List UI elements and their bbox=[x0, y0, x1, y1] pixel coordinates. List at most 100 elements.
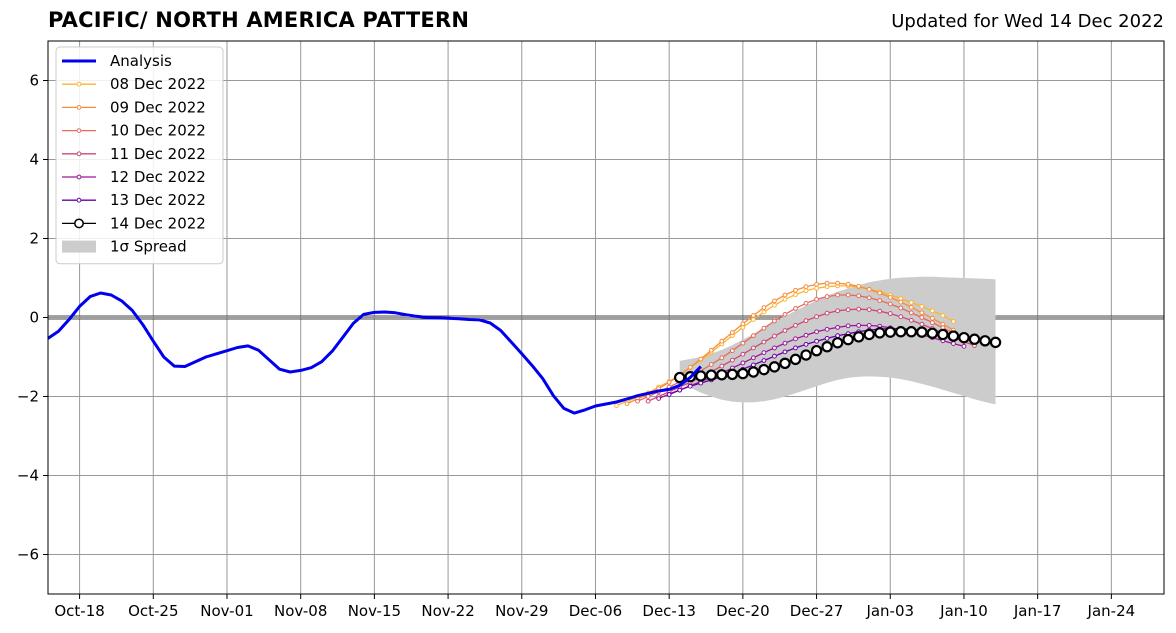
series-point bbox=[782, 349, 788, 355]
series-point bbox=[929, 320, 935, 326]
series-point bbox=[947, 330, 960, 342]
series-point bbox=[951, 341, 956, 346]
legend-box bbox=[55, 46, 224, 265]
x-tick-label: Nov-01 bbox=[200, 602, 253, 620]
series-point bbox=[803, 288, 809, 294]
series-point bbox=[919, 304, 925, 309]
series-point bbox=[740, 360, 746, 366]
series-point bbox=[687, 383, 693, 389]
series-point bbox=[614, 403, 619, 408]
series-point bbox=[919, 315, 925, 320]
series-point bbox=[793, 292, 798, 297]
series-point bbox=[856, 283, 862, 289]
series-point bbox=[740, 321, 746, 327]
x-tick-label: Jan-10 bbox=[939, 602, 988, 620]
series-point bbox=[814, 281, 819, 287]
grid-lines bbox=[48, 41, 1164, 594]
series-point bbox=[968, 333, 981, 345]
legend-label: 12 Dec 2022 bbox=[110, 168, 206, 186]
legend-label: Analysis bbox=[110, 52, 172, 70]
series-point bbox=[866, 307, 872, 313]
series-point bbox=[761, 350, 767, 356]
series-point bbox=[845, 281, 851, 287]
legend-item: 14 Dec 2022 bbox=[62, 214, 206, 232]
legend-item: 08 Dec 2022 bbox=[62, 75, 206, 93]
series-point bbox=[695, 370, 707, 382]
series-point bbox=[673, 371, 686, 384]
series-point bbox=[908, 304, 914, 310]
series-point bbox=[824, 280, 830, 286]
series-point bbox=[979, 335, 991, 347]
series-point bbox=[750, 345, 756, 351]
analysis-series-group bbox=[47, 291, 702, 415]
series-point bbox=[824, 326, 830, 332]
legend-item: 09 Dec 2022 bbox=[62, 98, 206, 116]
series-point bbox=[761, 309, 767, 315]
legend-marker bbox=[76, 174, 82, 180]
series-point bbox=[821, 341, 833, 353]
series-point bbox=[908, 310, 914, 316]
series-point bbox=[929, 315, 935, 321]
series-point bbox=[905, 326, 918, 338]
legend-marker bbox=[76, 151, 82, 157]
series-point bbox=[761, 358, 767, 363]
series-point bbox=[803, 332, 809, 338]
series-point bbox=[919, 310, 925, 316]
legend-label: 11 Dec 2022 bbox=[110, 145, 206, 163]
legend-item: 12 Dec 2022 bbox=[62, 168, 206, 186]
series-point bbox=[750, 317, 756, 322]
series-point bbox=[782, 296, 788, 302]
series-point bbox=[747, 366, 760, 378]
series-point bbox=[698, 356, 704, 362]
series-point bbox=[719, 363, 725, 369]
series-point bbox=[768, 361, 781, 373]
x-tick-label: Dec-13 bbox=[642, 602, 696, 620]
series-point bbox=[772, 353, 777, 359]
chart-title: PACIFIC/ NORTH AMERICA PATTERN bbox=[48, 8, 470, 32]
y-tick-label: 6 bbox=[29, 72, 39, 90]
series-point bbox=[842, 333, 854, 346]
series-point bbox=[719, 355, 725, 361]
series-point bbox=[656, 396, 662, 401]
legend-marker bbox=[76, 81, 82, 87]
x-tick-label: Jan-24 bbox=[1087, 602, 1136, 620]
x-tick-label: Nov-15 bbox=[348, 602, 401, 620]
series-point bbox=[898, 314, 904, 320]
y-tick-label: −4 bbox=[17, 467, 39, 485]
series-point bbox=[856, 293, 862, 299]
series-point bbox=[877, 290, 883, 296]
y-tick-label: −6 bbox=[17, 546, 39, 564]
series-point bbox=[708, 347, 714, 353]
y-tick-label: 4 bbox=[29, 151, 39, 169]
series-point bbox=[898, 299, 904, 305]
x-axis-ticks: Oct-18 Oct-25 Nov-01 Nov-08 Nov-15 Nov-22 Nov-… bbox=[54, 594, 1135, 620]
series-point bbox=[814, 329, 819, 335]
series-point bbox=[789, 353, 802, 366]
series-point bbox=[645, 394, 651, 399]
series-point bbox=[845, 323, 851, 329]
legend-item: 13 Dec 2022 bbox=[62, 191, 206, 209]
legend-swatch bbox=[62, 240, 96, 253]
series-point bbox=[772, 333, 777, 339]
series-point bbox=[750, 355, 756, 361]
series-point bbox=[929, 308, 935, 314]
series-point bbox=[940, 313, 946, 318]
series-point bbox=[645, 398, 651, 404]
series-point bbox=[937, 328, 949, 341]
series-point bbox=[958, 331, 970, 344]
series-point bbox=[835, 333, 841, 339]
series-point bbox=[884, 326, 896, 338]
series-point bbox=[750, 313, 756, 318]
series-point bbox=[866, 287, 872, 292]
series-point bbox=[729, 357, 735, 363]
series-point bbox=[835, 292, 841, 298]
series-point bbox=[726, 368, 739, 381]
series-14-dec-2022 bbox=[673, 326, 1002, 384]
legend-label: 08 Dec 2022 bbox=[110, 75, 206, 93]
series-point bbox=[761, 339, 767, 345]
series-point bbox=[687, 364, 693, 370]
series-point bbox=[803, 318, 809, 324]
x-tick-label: Jan-17 bbox=[1013, 602, 1062, 620]
series-point bbox=[961, 343, 967, 349]
series-point bbox=[793, 306, 798, 311]
